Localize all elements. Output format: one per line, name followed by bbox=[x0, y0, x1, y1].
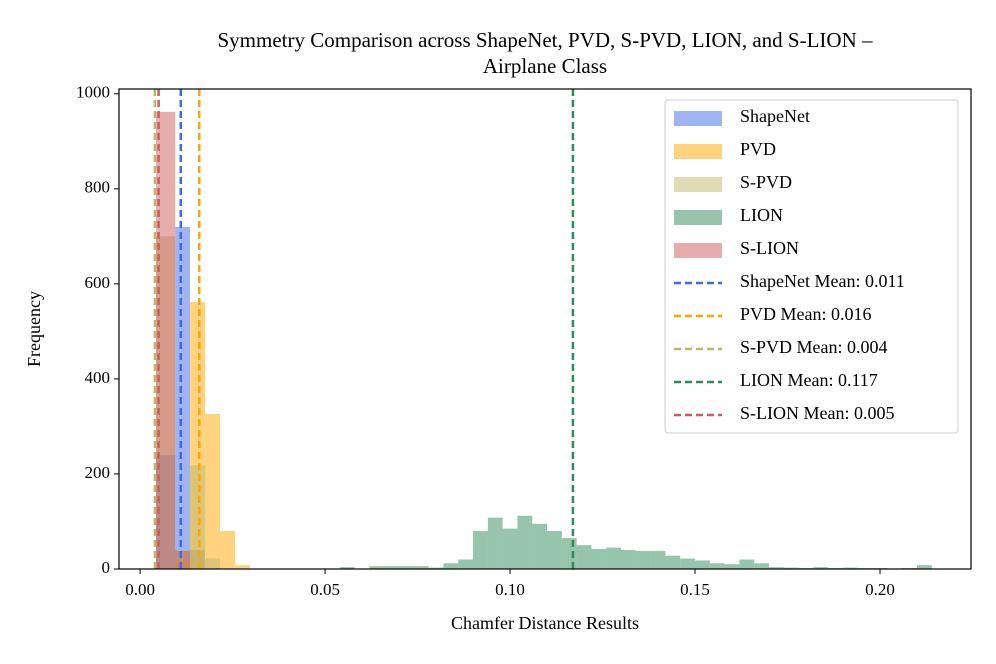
legend-label: LION Mean: 0.117 bbox=[740, 370, 878, 390]
histogram-bar bbox=[369, 566, 385, 569]
histogram-bar bbox=[635, 550, 651, 569]
histogram-bar bbox=[842, 567, 858, 569]
legend-swatch bbox=[674, 144, 722, 159]
histogram-bar bbox=[665, 555, 681, 569]
legend-box bbox=[664, 99, 959, 434]
histogram-bar bbox=[547, 530, 562, 569]
legend-label: S-PVD bbox=[740, 172, 792, 192]
histogram-bar bbox=[591, 549, 607, 569]
legend-label: PVD Mean: 0.016 bbox=[740, 304, 872, 324]
histogram-bar bbox=[339, 567, 355, 569]
histogram-bar bbox=[155, 111, 176, 569]
histogram-bar bbox=[916, 565, 932, 569]
histogram-bar bbox=[517, 515, 533, 569]
y-tick-label: 200 bbox=[85, 463, 111, 482]
chart-title: Airplane Class bbox=[483, 54, 607, 78]
histogram-bar bbox=[724, 564, 740, 569]
histogram-bar bbox=[709, 563, 725, 569]
legend-label: S-LION bbox=[740, 238, 799, 258]
histogram-bar bbox=[621, 549, 636, 569]
histogram-bar bbox=[219, 530, 236, 569]
histogram-bar bbox=[473, 530, 488, 569]
histogram-bar bbox=[443, 563, 459, 569]
histogram-bar bbox=[190, 465, 206, 569]
histogram-bar bbox=[205, 414, 220, 569]
histogram-bar bbox=[384, 566, 400, 569]
y-tick-label: 0 bbox=[102, 558, 111, 577]
histogram-bar bbox=[175, 550, 191, 569]
histogram-bar bbox=[399, 566, 414, 569]
histogram-bar bbox=[783, 567, 799, 569]
histogram-bar bbox=[769, 567, 784, 569]
histogram-bar bbox=[413, 566, 429, 569]
histogram-bar bbox=[576, 545, 592, 569]
legend-label: LION bbox=[740, 205, 783, 225]
plot-frame bbox=[118, 88, 972, 570]
histogram-bar bbox=[458, 559, 474, 569]
histogram-bar bbox=[680, 558, 696, 569]
x-tick-label: 0.15 bbox=[680, 580, 710, 599]
histogram-bar bbox=[561, 538, 577, 569]
legend-label: S-PVD Mean: 0.004 bbox=[740, 337, 888, 357]
x-axis-label: Chamfer Distance Results bbox=[451, 613, 639, 633]
legend-swatch bbox=[674, 111, 722, 126]
y-tick-label: 400 bbox=[85, 368, 111, 387]
histogram-bar bbox=[487, 517, 503, 569]
histogram-bar bbox=[235, 565, 250, 569]
histogram-bar bbox=[205, 558, 220, 569]
legend-label: ShapeNet bbox=[740, 106, 810, 126]
chart-title: Symmetry Comparison across ShapeNet, PVD… bbox=[217, 28, 873, 52]
x-tick-label: 0.20 bbox=[865, 580, 895, 599]
histogram-bar bbox=[606, 547, 622, 569]
histogram-bar bbox=[532, 523, 548, 569]
legend-swatch bbox=[674, 243, 722, 258]
histogram-bar bbox=[754, 563, 770, 569]
x-tick-label: 0.10 bbox=[495, 580, 525, 599]
histogram-bar bbox=[813, 567, 829, 569]
legend-label: PVD bbox=[740, 139, 776, 159]
legend-swatch bbox=[674, 210, 722, 225]
histogram-bar bbox=[175, 226, 191, 569]
y-tick-label: 800 bbox=[85, 178, 111, 197]
histogram-bar bbox=[695, 560, 710, 569]
x-tick-label: 0.00 bbox=[125, 580, 155, 599]
histogram-bar bbox=[502, 528, 518, 569]
y-axis-label: Frequency bbox=[24, 291, 44, 367]
legend-label: ShapeNet Mean: 0.011 bbox=[740, 271, 905, 291]
legend-swatch bbox=[674, 177, 722, 192]
y-tick-label: 600 bbox=[85, 273, 111, 292]
histogram-bar bbox=[650, 550, 666, 569]
histogram-bar bbox=[739, 559, 755, 569]
histogram-bar bbox=[428, 567, 444, 569]
x-tick-label: 0.05 bbox=[310, 580, 340, 599]
y-tick-label: 1000 bbox=[76, 83, 110, 102]
legend-label: S-LION Mean: 0.005 bbox=[740, 403, 894, 423]
